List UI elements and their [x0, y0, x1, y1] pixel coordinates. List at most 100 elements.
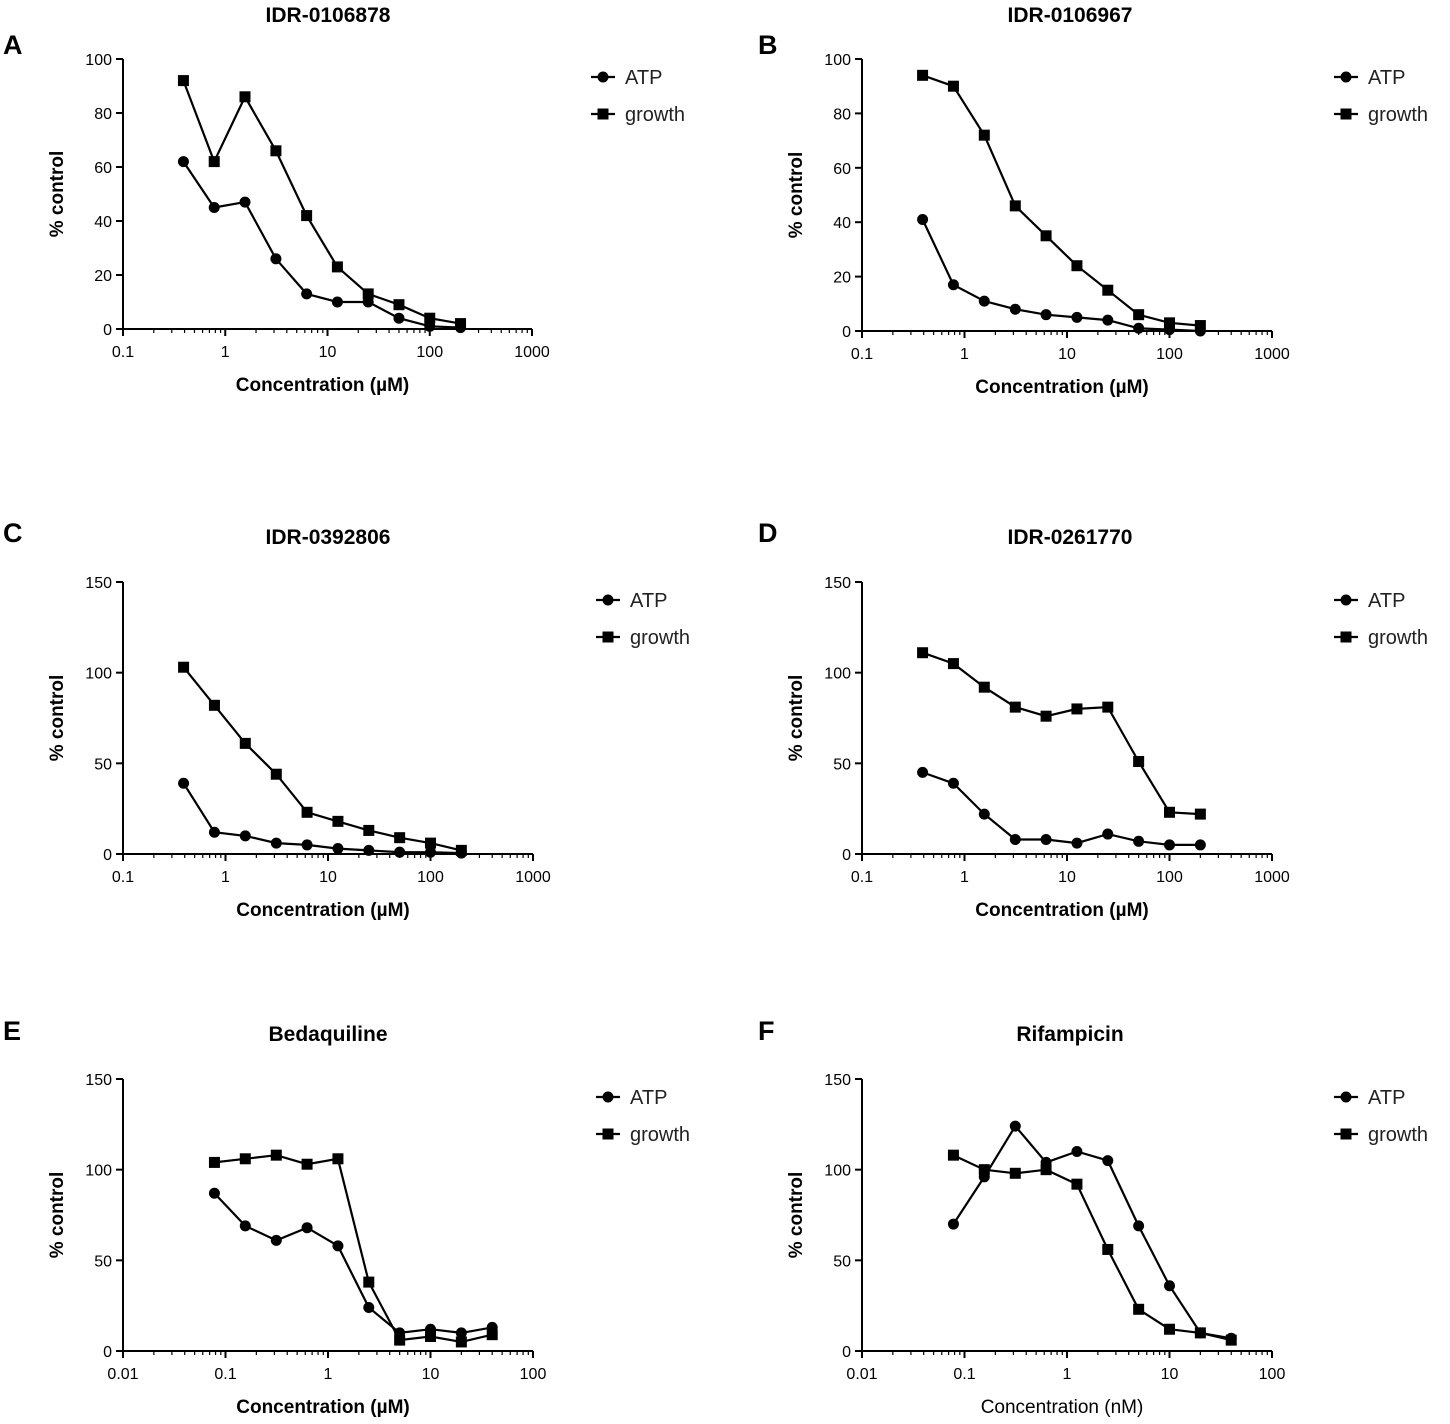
y-tick-label-d: 100 — [824, 666, 851, 683]
data-point-ATP-a — [177, 156, 189, 168]
y-tick-label-e: 150 — [85, 1072, 112, 1089]
y-tick-label-c: 0 — [103, 847, 112, 864]
data-point-growth-b — [1071, 260, 1083, 272]
data-point-growth-c — [394, 832, 406, 844]
legend-marker-growth-c — [602, 631, 614, 643]
legend-label-growth-e: growth — [630, 1124, 690, 1146]
data-point-ATP-e — [301, 1222, 313, 1234]
data-point-growth-a — [393, 299, 405, 311]
y-tick-label-f: 50 — [833, 1253, 851, 1270]
y-axis-title-e: % control — [47, 1172, 68, 1259]
chart-title-d: IDR-0261770 — [1007, 526, 1133, 549]
y-tick-label-f: 100 — [824, 1163, 851, 1180]
x-axis-title-c: Concentration (µM) — [236, 900, 410, 921]
y-tick-label-e: 0 — [103, 1344, 112, 1361]
data-point-growth-f — [1071, 1178, 1083, 1190]
chart-title-a: IDR-0106878 — [265, 4, 391, 27]
data-point-growth-c — [332, 815, 344, 827]
data-point-growth-e — [208, 1156, 220, 1168]
data-point-ATP-a — [270, 253, 282, 265]
series-line-ATP-c — [182, 782, 462, 855]
data-point-growth-a — [177, 75, 189, 87]
data-point-ATP-c — [208, 826, 220, 838]
x-tick-label-a: 100 — [416, 344, 443, 361]
data-point-ATP-f — [1009, 1120, 1021, 1132]
data-point-growth-e — [332, 1153, 344, 1165]
data-point-ATP-c — [301, 839, 313, 851]
data-point-ATP-d — [1164, 839, 1175, 851]
legend-label-ATP-b: ATP — [1368, 67, 1405, 89]
data-point-growth-c — [363, 824, 375, 836]
x-tick-label-b: 10 — [1058, 346, 1076, 363]
data-point-ATP-d — [947, 777, 959, 789]
x-tick-label-d: 0.1 — [851, 869, 873, 886]
legend-marker-ATP-f — [1340, 1091, 1352, 1103]
y-tick-label-a: 20 — [94, 268, 112, 285]
x-tick-label-f: 10 — [1161, 1366, 1179, 1383]
data-point-growth-b — [978, 129, 990, 141]
data-point-ATP-b — [1102, 314, 1114, 326]
data-point-growth-f — [1133, 1303, 1145, 1315]
data-point-growth-e — [425, 1330, 436, 1342]
x-tick-label-e: 0.1 — [214, 1366, 236, 1383]
data-point-growth-e — [394, 1334, 406, 1346]
x-axis-title-d: Concentration (µM) — [975, 900, 1149, 921]
x-tick-label-f: 1 — [1063, 1366, 1072, 1383]
y-tick-label-b: 60 — [833, 161, 851, 178]
x-tick-label-a: 10 — [319, 344, 337, 361]
x-tick-label-b: 100 — [1156, 346, 1183, 363]
y-tick-label-b: 0 — [842, 324, 851, 341]
legend-label-growth-b: growth — [1368, 104, 1428, 126]
data-point-growth-e — [270, 1149, 282, 1161]
legend-marker-ATP-a — [597, 71, 609, 83]
data-point-ATP-c — [363, 844, 375, 856]
legend-label-growth-c: growth — [630, 627, 690, 649]
data-point-ATP-b — [1133, 322, 1145, 334]
x-tick-label-e: 1 — [324, 1366, 333, 1383]
data-point-ATP-d — [1102, 828, 1114, 840]
x-tick-label-d: 10 — [1058, 869, 1076, 886]
data-point-growth-a — [208, 156, 220, 168]
data-point-ATP-a — [301, 288, 313, 300]
legend-label-growth-f: growth — [1368, 1124, 1428, 1146]
data-point-growth-f — [1164, 1323, 1175, 1335]
y-tick-label-d: 0 — [842, 847, 851, 864]
legend-label-ATP-d: ATP — [1368, 590, 1405, 612]
data-point-ATP-f — [1164, 1280, 1175, 1292]
data-point-growth-c — [301, 806, 313, 818]
data-point-growth-f — [1194, 1327, 1206, 1339]
x-axis-title-b: Concentration (µM) — [975, 377, 1149, 398]
y-tick-label-a: 0 — [103, 322, 112, 339]
data-point-ATP-f — [1102, 1155, 1114, 1167]
x-axis-title-f: Concentration (nM) — [981, 1397, 1144, 1418]
data-point-growth-b — [1102, 284, 1114, 296]
data-point-ATP-b — [1009, 303, 1021, 315]
data-point-growth-f — [1225, 1334, 1237, 1346]
series-line-growth-a — [182, 80, 461, 325]
data-point-ATP-e — [363, 1301, 375, 1313]
legend-marker-growth-f — [1340, 1128, 1352, 1140]
y-axis-title-a: % control — [47, 151, 68, 238]
y-tick-label-c: 150 — [85, 575, 112, 592]
x-tick-label-f: 100 — [1259, 1366, 1286, 1383]
panel-letter-a: A — [3, 30, 23, 60]
x-tick-label-f: 0.1 — [953, 1366, 975, 1383]
data-point-growth-c — [178, 661, 190, 673]
data-point-growth-a — [362, 288, 374, 300]
data-point-growth-b — [947, 80, 959, 92]
data-point-ATP-b — [1040, 309, 1052, 321]
data-point-ATP-a — [239, 196, 251, 208]
data-point-growth-b — [1040, 230, 1052, 242]
data-point-ATP-b — [917, 213, 929, 225]
data-point-ATP-d — [1133, 835, 1145, 847]
x-tick-label-d: 1000 — [1254, 869, 1290, 886]
data-point-growth-a — [239, 91, 251, 103]
y-axis-title-f: % control — [786, 1172, 807, 1259]
data-point-growth-e — [486, 1329, 498, 1341]
data-point-ATP-b — [978, 295, 990, 307]
x-tick-label-e: 10 — [422, 1366, 440, 1383]
data-point-ATP-f — [1133, 1220, 1145, 1232]
y-axis-title-d: % control — [786, 675, 807, 762]
